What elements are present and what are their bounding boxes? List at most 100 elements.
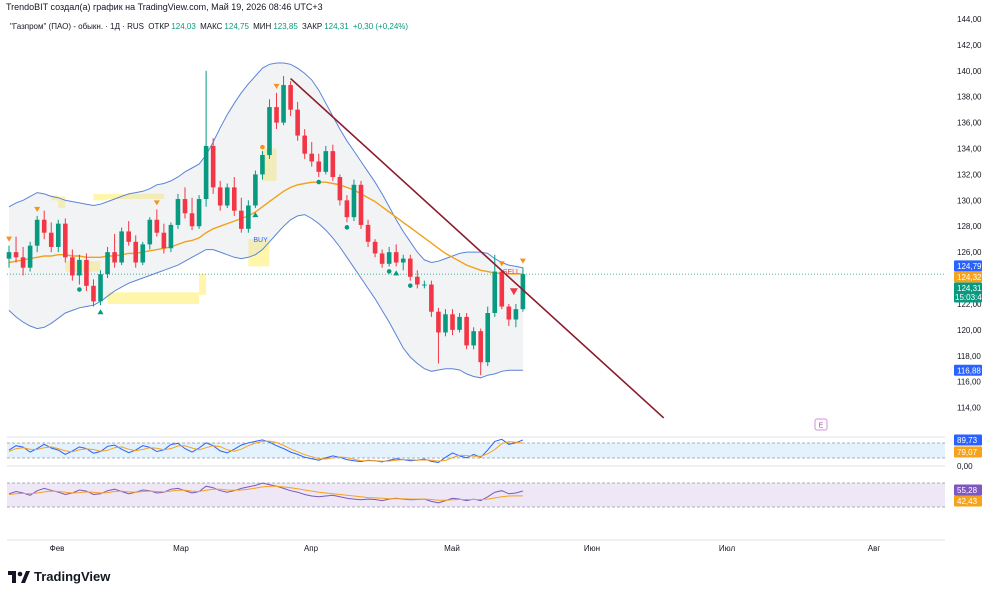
highlight-zone: [107, 292, 200, 304]
oscillator-lines: [8, 438, 524, 504]
bollinger-lower: [8, 214, 523, 379]
candle-body: [309, 153, 315, 162]
close-label: ЗАКР: [302, 22, 323, 31]
price-tick-label: 116,00: [957, 378, 981, 387]
candle-body: [189, 213, 195, 227]
highlight-zone: [199, 274, 207, 295]
candle-body: [513, 309, 519, 320]
candle-body: [105, 252, 110, 275]
oscillator-1-tag-a-value: 89,73: [957, 436, 978, 445]
candle-body: [119, 231, 124, 263]
candle-body: [112, 252, 117, 263]
candle-body: [337, 177, 343, 201]
price-tick-label: 132,00: [957, 170, 982, 179]
ma-tag-value: 124,32: [957, 273, 982, 282]
event-marker: [814, 418, 828, 431]
buy-signal-marker: [97, 309, 104, 315]
candle-body: [126, 231, 131, 242]
candle-body: [175, 199, 181, 225]
bb-upper-tag-value: 124,79: [957, 262, 982, 271]
candle-body: [203, 145, 209, 200]
candle-body: [471, 331, 476, 346]
candle-body: [302, 135, 307, 154]
candle-body: [281, 85, 286, 123]
sell-signal-marker: [519, 258, 526, 264]
bollinger-fill: [9, 63, 523, 378]
candle-body: [358, 184, 364, 225]
price-tick-label: 122,00: [957, 300, 982, 309]
candle-body: [330, 151, 336, 178]
candle-body: [13, 252, 19, 258]
candle-body: [344, 200, 350, 218]
month-label: Авг: [868, 544, 881, 553]
candle-body: [239, 210, 244, 229]
sell-signal-marker: [6, 236, 12, 242]
event-marker-label: E: [819, 423, 824, 430]
tradingview-brand: TradingView: [34, 569, 111, 584]
oscillator-1-line-d: [8, 440, 523, 462]
oscillator-1-tag-a-bg: [954, 434, 982, 446]
month-label: Апр: [304, 544, 319, 553]
month-label: Май: [444, 544, 460, 553]
month-label: Июл: [719, 544, 736, 553]
candle-body: [464, 316, 469, 346]
last-price-tag-bg: [954, 282, 982, 303]
candle-body: [70, 257, 75, 276]
month-label: Июн: [584, 544, 600, 553]
month-label: Мар: [173, 544, 189, 553]
price-axis[interactable]: 144,00 142,00 140,00 138,00 136,00 134,00 132,…: [957, 15, 982, 471]
oscillator-1-tag-b-bg: [954, 446, 982, 458]
price-tick-label: 130,00: [957, 196, 982, 205]
candle-body: [429, 284, 434, 312]
candle-body: [48, 232, 54, 247]
candle-body: [253, 174, 258, 206]
oscillator-1-band: [7, 443, 945, 458]
tradingview-logo[interactable]: TradingView: [8, 569, 110, 584]
low-value: 123,85: [273, 22, 298, 31]
oscillator-2-line-a: [8, 482, 524, 504]
candle-body: [34, 219, 40, 246]
candle-body: [443, 314, 448, 333]
close-value: 124,31: [324, 22, 349, 31]
tradingview-logo-icon: [8, 570, 30, 584]
symbol-name[interactable]: "Газпром" (ПАО) - обыкн. · 1Д · RUS: [10, 22, 145, 31]
time-axis[interactable]: Фев Мар Апр Май Июн Июл Авг: [50, 544, 881, 553]
candle-body: [154, 219, 160, 233]
price-tick-label: 128,00: [957, 222, 982, 231]
highlight-zone: [93, 193, 108, 201]
candle-body: [499, 271, 505, 307]
oscillator-2-line-b: [8, 485, 523, 501]
oscillator-2-tag-a-value: 55,28: [957, 486, 978, 495]
candle-body: [288, 85, 293, 110]
highlight-zone: [58, 196, 66, 209]
price-tick-label: 138,00: [957, 93, 982, 102]
candle-body: [161, 232, 167, 249]
signal-markers: BUY SELL E: [6, 83, 828, 431]
candle-body: [372, 241, 378, 254]
bb-lower-tag-bg: [954, 364, 982, 376]
moving-average: [8, 181, 523, 275]
trend-line[interactable]: [290, 77, 665, 419]
highlight-zones: [51, 148, 277, 304]
price-tick-label: 120,00: [957, 326, 982, 335]
sell-signal-marker: [34, 206, 41, 212]
last-price-tag-countdown: 15:03:41: [955, 293, 987, 302]
candle-body: [274, 107, 279, 123]
candle-body: [365, 224, 371, 242]
candle-body: [492, 271, 498, 314]
oscillator-zero-label: 0,00: [957, 462, 973, 471]
oscillator-2-tag-b-bg: [954, 495, 982, 507]
signal-dot: [316, 179, 322, 185]
highlight-zone: [248, 239, 270, 267]
oscillator-2-tag-a-bg: [954, 484, 982, 496]
sell-signal-marker: [498, 261, 505, 267]
candlesticks[interactable]: [6, 70, 526, 376]
candle-body: [196, 199, 202, 227]
candle-body: [260, 155, 265, 175]
highlight-zone: [65, 261, 101, 272]
candle-body: [168, 224, 174, 249]
sell-signal-marker: [273, 83, 280, 89]
candle-body: [407, 258, 413, 277]
